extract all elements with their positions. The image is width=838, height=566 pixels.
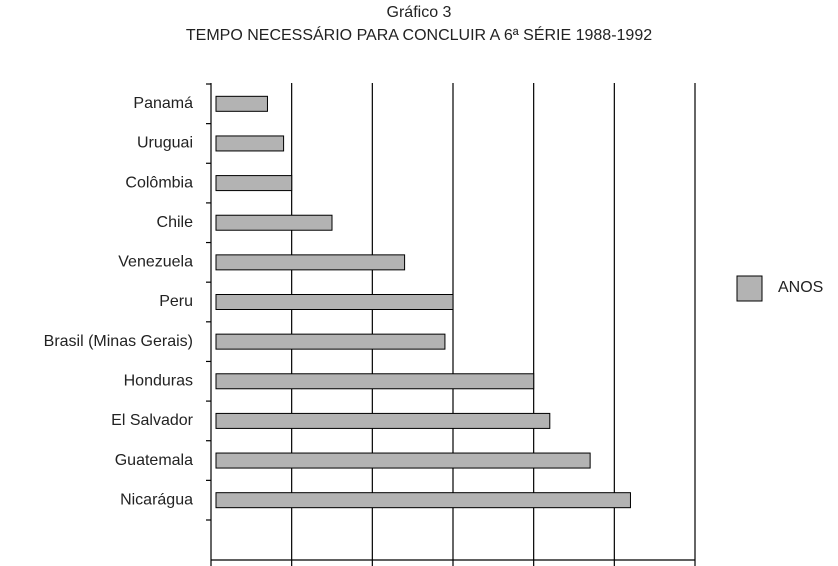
bar [215,175,293,192]
y-tick-label: Brasil (Minas Gerais) [44,333,193,350]
bar [215,492,631,509]
chart-title: Gráfico 3 [387,4,452,21]
bar [215,135,285,152]
y-tick-label: Colômbia [125,174,193,191]
bar [215,412,551,429]
bar [215,294,454,310]
chart-subtitle: TEMPO NECESSÁRIO PARA CONCLUIR A 6ª SÉRI… [186,25,652,44]
bar [215,254,406,271]
y-tick-label: Panamá [133,95,193,112]
y-tick-label: Venezuela [118,254,193,271]
y-tick-label: Uruguai [137,135,193,152]
y-tick-label: Chile [157,214,194,231]
y-tick-label: Nicarágua [120,491,193,508]
bar [215,95,268,112]
bar [215,214,333,231]
y-tick-label: El Salvador [111,412,193,429]
y-tick-label: Guatemala [115,452,193,469]
legend-swatch [736,275,763,302]
bar [215,373,535,390]
legend-label: ANOS [778,279,823,296]
bar [215,452,591,469]
y-tick-label: Honduras [124,372,193,389]
y-tick-label: Peru [159,293,193,310]
bar [215,333,446,350]
